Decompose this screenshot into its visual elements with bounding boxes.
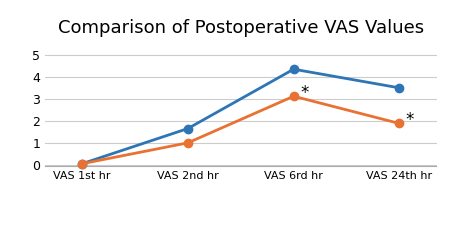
Text: *: * [300, 84, 308, 102]
Text: *: * [406, 112, 414, 129]
Legend: Fentanyl, Morphine: Fentanyl, Morphine [142, 239, 339, 244]
Title: Comparison of Postoperative VAS Values: Comparison of Postoperative VAS Values [58, 19, 424, 37]
